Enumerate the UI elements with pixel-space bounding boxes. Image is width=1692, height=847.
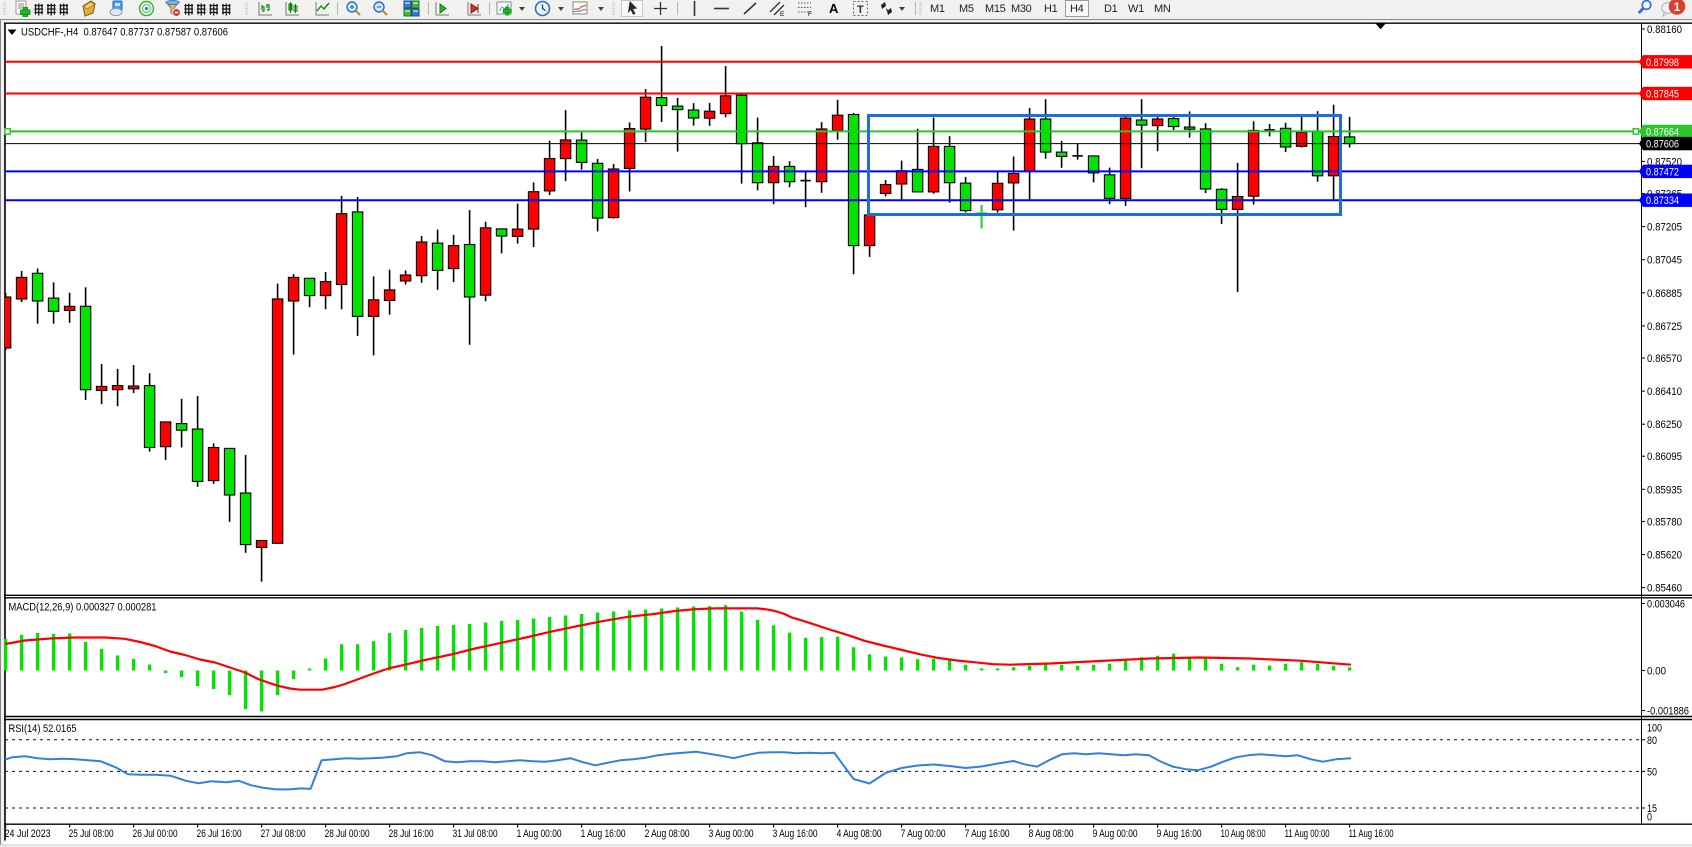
svg-text:0.87664: 0.87664 <box>1646 126 1679 138</box>
svg-text:28 Jul 16:00: 28 Jul 16:00 <box>389 828 434 840</box>
svg-text:F: F <box>808 11 812 17</box>
svg-text:0.85620: 0.85620 <box>1647 550 1682 562</box>
svg-text:28 Jul 00:00: 28 Jul 00:00 <box>325 828 370 840</box>
svg-text:26 Jul 16:00: 26 Jul 16:00 <box>197 828 242 840</box>
svg-text:2 Aug 08:00: 2 Aug 08:00 <box>645 828 690 840</box>
svg-text:0.85935: 0.85935 <box>1647 484 1682 496</box>
svg-text:1: 1 <box>1674 0 1681 14</box>
svg-text:0.85780: 0.85780 <box>1647 516 1682 528</box>
svg-text:RSI(14) 52.0165: RSI(14) 52.0165 <box>9 723 77 735</box>
svg-text:80: 80 <box>1647 735 1657 747</box>
svg-text:1 Aug 16:00: 1 Aug 16:00 <box>581 828 626 840</box>
svg-text:0.87472: 0.87472 <box>1646 166 1679 178</box>
svg-text:7 Aug 00:00: 7 Aug 00:00 <box>901 828 946 840</box>
svg-text:26 Jul 00:00: 26 Jul 00:00 <box>133 828 178 840</box>
svg-text:3 Aug 16:00: 3 Aug 16:00 <box>773 828 818 840</box>
svg-text:0.87334: 0.87334 <box>1646 195 1679 207</box>
svg-text:T: T <box>857 4 864 16</box>
svg-text:0.85460: 0.85460 <box>1647 583 1682 595</box>
svg-text:0.86095: 0.86095 <box>1647 451 1682 463</box>
svg-text:9 Aug 16:00: 9 Aug 16:00 <box>1157 828 1202 840</box>
svg-text:0.86725: 0.86725 <box>1647 321 1682 333</box>
svg-text:1 Aug 00:00: 1 Aug 00:00 <box>517 828 562 840</box>
svg-text:9 Aug 00:00: 9 Aug 00:00 <box>1093 828 1138 840</box>
svg-text:USDCHF-,H4 0.87647 0.87737 0.: USDCHF-,H4 0.87647 0.87737 0.87587 0.876… <box>21 27 228 39</box>
svg-text:11 Aug 00:00: 11 Aug 00:00 <box>1285 828 1330 840</box>
svg-text:0.86885: 0.86885 <box>1647 288 1682 300</box>
svg-text:15: 15 <box>1647 803 1657 815</box>
svg-text:3 Aug 00:00: 3 Aug 00:00 <box>709 828 754 840</box>
svg-text:0.00: 0.00 <box>1647 666 1666 678</box>
svg-text:8 Aug 08:00: 8 Aug 08:00 <box>1029 828 1074 840</box>
svg-text:-0.001886: -0.001886 <box>1647 706 1689 718</box>
svg-text:4 Aug 08:00: 4 Aug 08:00 <box>837 828 882 840</box>
svg-text:0.86410: 0.86410 <box>1647 386 1682 398</box>
svg-text:MACD(12,26,9) 0.000327 0.00028: MACD(12,26,9) 0.000327 0.000281 <box>9 601 157 613</box>
svg-text:0.87205: 0.87205 <box>1647 222 1682 234</box>
svg-text:27 Jul 08:00: 27 Jul 08:00 <box>261 828 306 840</box>
svg-text:0.87998: 0.87998 <box>1646 57 1679 69</box>
svg-text:0.87045: 0.87045 <box>1647 255 1682 267</box>
svg-text:0.88160: 0.88160 <box>1647 24 1682 36</box>
svg-text:0.003046: 0.003046 <box>1647 599 1685 611</box>
svg-text:0.86250: 0.86250 <box>1647 419 1682 431</box>
svg-text:0.86570: 0.86570 <box>1647 353 1682 365</box>
svg-text:E: E <box>780 11 785 17</box>
svg-text:0: 0 <box>1647 811 1652 823</box>
svg-text:100: 100 <box>1647 723 1662 735</box>
svg-text:0.87606: 0.87606 <box>1646 139 1679 151</box>
svg-text:7 Aug 16:00: 7 Aug 16:00 <box>965 828 1010 840</box>
svg-text:24 Jul 2023: 24 Jul 2023 <box>5 828 51 840</box>
svg-text:11 Aug 16:00: 11 Aug 16:00 <box>1349 828 1394 840</box>
svg-text:0.87845: 0.87845 <box>1646 89 1679 101</box>
svg-text:31 Jul 08:00: 31 Jul 08:00 <box>453 828 498 840</box>
svg-text:25 Jul 08:00: 25 Jul 08:00 <box>69 828 114 840</box>
svg-text:10 Aug 08:00: 10 Aug 08:00 <box>1221 828 1266 840</box>
svg-text:50: 50 <box>1647 766 1657 778</box>
